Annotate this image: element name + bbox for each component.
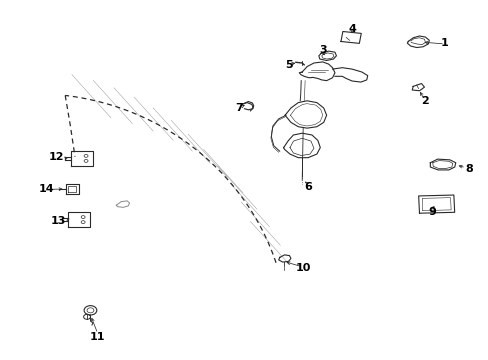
Text: 11: 11: [90, 332, 105, 342]
Text: 5: 5: [284, 60, 292, 70]
Text: 10: 10: [295, 263, 310, 273]
Text: 1: 1: [440, 38, 448, 48]
Text: 2: 2: [421, 96, 428, 106]
Text: 9: 9: [428, 207, 436, 217]
Text: 13: 13: [51, 216, 66, 226]
Text: 7: 7: [235, 103, 243, 113]
Text: 8: 8: [465, 164, 472, 174]
Text: 3: 3: [318, 45, 326, 55]
Text: 12: 12: [48, 152, 64, 162]
Text: 4: 4: [347, 24, 355, 34]
Text: 6: 6: [304, 182, 311, 192]
Text: 14: 14: [39, 184, 54, 194]
